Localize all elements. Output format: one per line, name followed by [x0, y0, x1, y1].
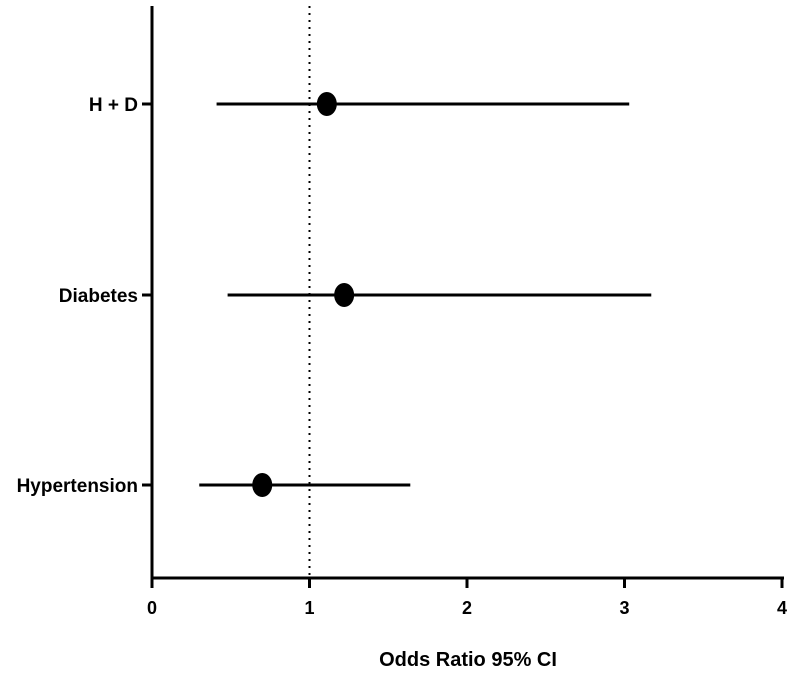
y-ticks: H + D Diabetes Hypertension	[17, 95, 152, 497]
odds-ratio-point	[252, 473, 273, 497]
confidence-interval-layer	[199, 102, 652, 487]
y-category-label: Diabetes	[59, 286, 138, 307]
odds-ratio-point	[316, 92, 337, 116]
axes	[150, 6, 784, 580]
x-tick-label: 0	[147, 598, 157, 618]
point-estimate-layer	[252, 92, 355, 497]
x-tick-label: 4	[777, 598, 787, 618]
odds-ratio-point	[334, 283, 355, 307]
x-axis-title: Odds Ratio 95% CI	[379, 649, 557, 671]
y-category-label: H + D	[89, 95, 138, 116]
x-tick-label: 2	[462, 598, 472, 618]
x-ticks: 0 1 2 3 4	[147, 578, 787, 618]
x-tick-label: 1	[304, 598, 314, 618]
y-category-label: Hypertension	[17, 476, 138, 497]
x-tick-label: 3	[619, 598, 629, 618]
